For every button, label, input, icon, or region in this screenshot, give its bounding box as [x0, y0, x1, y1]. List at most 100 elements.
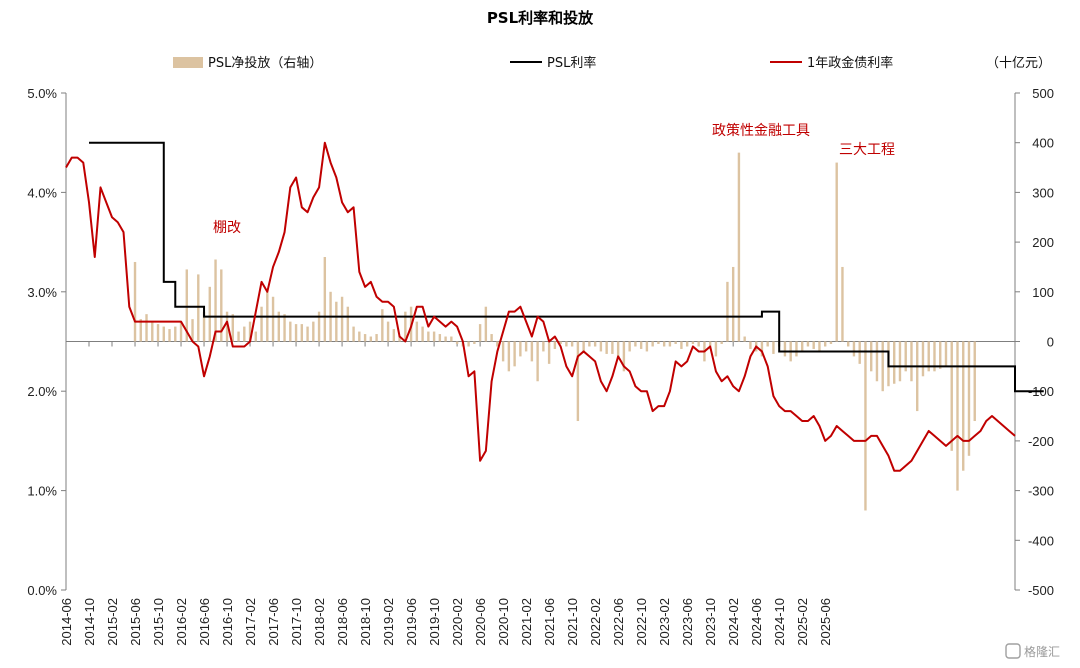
psl-net-bar: [507, 341, 511, 372]
x-tick-label: 2016-10: [220, 598, 235, 646]
psl-net-bar: [783, 341, 787, 357]
x-tick-label: 2018-02: [312, 598, 327, 646]
psl-net-bar: [271, 296, 275, 342]
watermark-logo-icon: [1005, 643, 1021, 659]
psl-net-bar: [881, 341, 884, 392]
right-tick-label: -300: [1028, 484, 1054, 499]
psl-net-bar: [622, 341, 626, 372]
psl-net-bar: [404, 311, 407, 342]
psl-net-injection-bars: [133, 152, 976, 511]
psl-net-bar: [870, 341, 873, 372]
psl-net-bar: [950, 341, 953, 451]
psl-net-bar: [478, 324, 482, 342]
psl-net-bar: [260, 306, 263, 342]
psl-net-bar: [731, 266, 735, 342]
x-tick-label: 2020-06: [473, 598, 488, 646]
psl-net-bar: [835, 162, 838, 342]
x-tick-label: 2023-10: [703, 598, 718, 646]
psl-net-bar: [680, 341, 683, 349]
annotation-policy-tools: 政策性金融工具: [712, 122, 810, 139]
left-tick-label: 3.0%: [27, 285, 57, 300]
psl-net-bar: [772, 341, 775, 354]
psl-net-bar: [496, 341, 499, 347]
left-tick-label: 2.0%: [27, 384, 57, 399]
psl-net-bar: [289, 321, 292, 342]
psl-net-bar: [708, 341, 712, 347]
x-tick-label: 2019-02: [381, 598, 396, 646]
psl-net-bar: [806, 341, 810, 347]
psl-net-bar: [956, 341, 959, 491]
psl-net-bar: [352, 326, 355, 342]
psl-net-bar: [358, 331, 361, 342]
psl-net-bar: [450, 336, 453, 342]
x-tick-label: 2025-06: [818, 598, 833, 646]
psl-net-bar: [139, 319, 142, 342]
psl-net-bar: [651, 341, 654, 347]
psl-net-bar: [283, 314, 286, 342]
psl-net-bar: [484, 306, 488, 342]
psl-net-bar: [197, 274, 200, 342]
psl-net-bar: [668, 341, 672, 347]
psl-net-bar: [248, 321, 252, 342]
psl-net-bar: [766, 341, 769, 347]
psl-net-bar: [553, 341, 557, 349]
psl-net-bar: [800, 341, 804, 352]
psl-net-bar: [220, 269, 223, 342]
psl-net-bar: [381, 309, 384, 342]
right-tick-label: 100: [1032, 285, 1054, 300]
psl-net-bar: [179, 321, 183, 342]
psl-net-bar: [237, 331, 240, 342]
psl-net-bar: [467, 341, 470, 347]
psl-net-bar: [674, 341, 677, 344]
psl-net-bar: [300, 324, 304, 342]
psl-net-bar: [576, 341, 580, 422]
x-tick-label: 2025-02: [795, 598, 810, 646]
psl-net-bar: [277, 311, 281, 342]
psl-net-bar: [386, 321, 390, 342]
right-tick-label: -400: [1028, 533, 1054, 548]
psl-net-bar: [559, 341, 562, 344]
psl-net-bar: [864, 341, 867, 511]
psl-net-bar: [133, 261, 137, 342]
psl-net-bar: [795, 341, 798, 357]
psl-net-bar: [202, 311, 206, 342]
psl-net-bar: [208, 286, 211, 342]
psl-net-bar: [726, 281, 729, 342]
psl-net-bar: [432, 331, 436, 342]
left-tick-label: 5.0%: [27, 86, 57, 101]
psl-net-bar: [824, 341, 827, 347]
psl-net-bar: [369, 336, 373, 342]
psl-net-bar: [749, 341, 752, 349]
psl-net-bar: [501, 341, 505, 362]
left-tick-label: 0.0%: [27, 583, 57, 598]
psl-net-bar: [858, 341, 861, 364]
psl-net-bar: [657, 341, 660, 344]
psl-net-bar: [691, 341, 695, 344]
psl-net-bar: [473, 341, 476, 344]
psl-net-bar: [973, 341, 976, 422]
x-tick-label: 2018-06: [335, 598, 350, 646]
psl-net-bar: [306, 326, 309, 342]
psl-net-bar: [438, 334, 442, 342]
psl-net-bar: [645, 341, 649, 352]
psl-net-bar: [921, 341, 925, 377]
psl-net-bar: [812, 341, 815, 349]
psl-net-bar: [340, 296, 344, 342]
psl-net-bar: [375, 334, 378, 342]
psl-net-bar: [875, 341, 879, 382]
psl-net-bar: [323, 257, 327, 342]
right-tick-label: -200: [1028, 434, 1054, 449]
psl-net-bar: [335, 301, 338, 342]
x-tick-label: 2022-06: [611, 598, 626, 646]
psl-net-bar: [174, 326, 177, 342]
psl-net-bar: [398, 336, 401, 342]
psl-net-bar: [490, 334, 493, 342]
psl-net-bar: [415, 321, 419, 342]
psl-net-bar: [916, 341, 919, 412]
psl-net-bar: [841, 266, 844, 342]
psl-net-bar: [444, 336, 447, 342]
psl-net-bar: [605, 341, 608, 354]
x-tick-label: 2024-02: [726, 598, 741, 646]
x-tick-label: 2015-10: [151, 598, 166, 646]
